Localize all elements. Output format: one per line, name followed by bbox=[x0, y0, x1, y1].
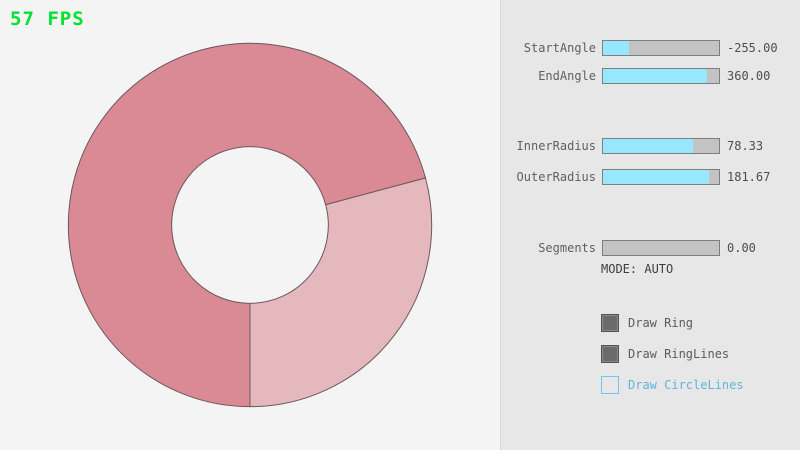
ring-graphic bbox=[67, 42, 433, 408]
draw-ringlines-row: Draw RingLines bbox=[601, 344, 729, 364]
startangle-value: -255.00 bbox=[727, 40, 778, 55]
draw-ring-row: Draw Ring bbox=[601, 313, 693, 333]
startangle-row: StartAngle -255.00 bbox=[501, 39, 778, 56]
innerradius-label: InnerRadius bbox=[516, 138, 596, 153]
innerradius-slider-fill bbox=[603, 138, 694, 153]
endangle-row: EndAngle 360.00 bbox=[501, 67, 771, 84]
controls-panel: StartAngle -255.00 EndAngle 360.00 Inner… bbox=[500, 0, 800, 450]
startangle-label: StartAngle bbox=[523, 40, 596, 55]
endangle-slider[interactable] bbox=[602, 67, 720, 84]
draw-circlelines-label: Draw CircleLines bbox=[628, 378, 744, 392]
ring-canvas-area bbox=[67, 42, 433, 408]
draw-circlelines-row: Draw CircleLines bbox=[601, 375, 744, 395]
innerradius-slider[interactable] bbox=[602, 137, 720, 154]
outerradius-value: 181.67 bbox=[727, 169, 771, 184]
innerradius-row: InnerRadius 78.33 bbox=[501, 137, 764, 154]
outerradius-row: OuterRadius 181.67 bbox=[501, 168, 771, 185]
startangle-slider-fill bbox=[603, 40, 629, 55]
ring-light-sector bbox=[249, 177, 433, 408]
segments-value: 0.00 bbox=[727, 240, 756, 255]
draw-ring-checkbox[interactable] bbox=[601, 314, 619, 332]
segments-mode-label: MODE: AUTO bbox=[601, 262, 674, 276]
innerradius-value: 78.33 bbox=[727, 138, 764, 153]
draw-ring-label: Draw Ring bbox=[628, 316, 694, 330]
draw-ringlines-label: Draw RingLines bbox=[628, 347, 730, 361]
startangle-slider[interactable] bbox=[602, 39, 720, 56]
outerradius-slider[interactable] bbox=[602, 168, 720, 185]
endangle-value: 360.00 bbox=[727, 68, 771, 83]
draw-circlelines-checkbox[interactable] bbox=[601, 376, 619, 394]
outerradius-slider-fill bbox=[603, 169, 709, 184]
draw-ringlines-checkbox[interactable] bbox=[601, 345, 619, 363]
endangle-label: EndAngle bbox=[538, 68, 596, 83]
segments-label: Segments bbox=[538, 240, 596, 255]
ring-dark-sector bbox=[67, 42, 427, 408]
fps-counter: 57 FPS bbox=[10, 8, 85, 30]
segments-row: Segments 0.00 bbox=[501, 239, 756, 256]
outerradius-label: OuterRadius bbox=[516, 169, 596, 184]
segments-slider[interactable] bbox=[602, 239, 720, 256]
endangle-slider-fill bbox=[603, 68, 708, 83]
